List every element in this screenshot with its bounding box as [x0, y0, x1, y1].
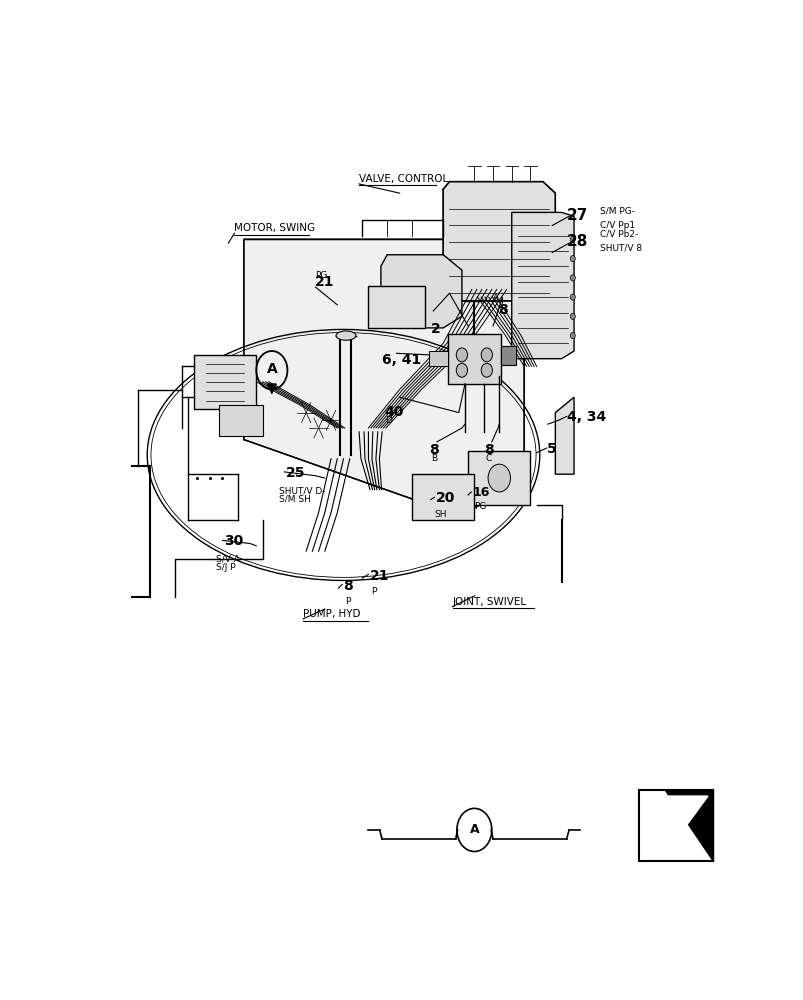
Text: P: P: [344, 597, 349, 606]
FancyBboxPatch shape: [638, 790, 712, 861]
Text: S/J P: S/J P: [216, 563, 236, 572]
Text: 20: 20: [435, 491, 454, 505]
Circle shape: [481, 348, 491, 362]
Polygon shape: [646, 796, 707, 849]
Circle shape: [569, 256, 575, 262]
Text: SH: SH: [434, 510, 446, 519]
Polygon shape: [555, 397, 573, 474]
Text: 27: 27: [566, 208, 587, 223]
Text: PG: PG: [315, 271, 327, 280]
FancyBboxPatch shape: [218, 405, 262, 436]
Polygon shape: [442, 182, 555, 301]
Text: C: C: [485, 454, 491, 463]
Text: 8: 8: [483, 443, 494, 457]
Circle shape: [569, 333, 575, 339]
Text: C/V Pb2-: C/V Pb2-: [600, 230, 638, 239]
Text: 16: 16: [472, 486, 489, 499]
Circle shape: [569, 294, 575, 300]
Text: 25: 25: [286, 466, 305, 480]
Text: S/M PG-: S/M PG-: [600, 206, 634, 215]
Circle shape: [456, 363, 467, 377]
Circle shape: [487, 464, 510, 492]
FancyBboxPatch shape: [429, 351, 447, 366]
Text: 40: 40: [384, 405, 403, 419]
Polygon shape: [243, 239, 524, 517]
Text: D: D: [385, 416, 392, 425]
Text: 8: 8: [343, 579, 353, 593]
FancyBboxPatch shape: [412, 474, 474, 520]
Text: A: A: [492, 293, 499, 302]
Circle shape: [569, 313, 575, 319]
Text: 30: 30: [223, 534, 243, 548]
Circle shape: [569, 275, 575, 281]
Text: A: A: [469, 823, 479, 836]
Text: 5: 5: [546, 442, 556, 456]
Text: 8: 8: [497, 303, 507, 317]
Text: SHUT/V D-: SHUT/V D-: [279, 487, 324, 496]
Circle shape: [456, 348, 467, 362]
Text: 6, 41: 6, 41: [381, 353, 421, 367]
Text: S/M SH: S/M SH: [279, 495, 310, 504]
Text: PG: PG: [474, 502, 486, 511]
Text: 2: 2: [430, 322, 440, 336]
Text: S/V A-: S/V A-: [216, 554, 243, 563]
Text: P: P: [370, 587, 376, 596]
Circle shape: [569, 236, 575, 242]
Text: B: B: [430, 454, 436, 463]
FancyBboxPatch shape: [368, 286, 424, 328]
Text: 28: 28: [566, 234, 587, 249]
FancyBboxPatch shape: [500, 346, 516, 365]
FancyBboxPatch shape: [467, 451, 530, 505]
Polygon shape: [381, 255, 461, 328]
Text: PUMP, HYD: PUMP, HYD: [303, 609, 360, 619]
Text: MOTOR, SWING: MOTOR, SWING: [234, 223, 316, 233]
Text: 4, 34: 4, 34: [566, 410, 605, 424]
Ellipse shape: [336, 331, 356, 340]
FancyBboxPatch shape: [447, 334, 500, 384]
Text: SHUT/V 8: SHUT/V 8: [600, 244, 642, 253]
Text: 21: 21: [315, 275, 334, 289]
Text: A: A: [266, 362, 277, 376]
Text: 21: 21: [369, 569, 389, 583]
Text: 8: 8: [429, 443, 438, 457]
Text: VALVE, CONTROL: VALVE, CONTROL: [359, 174, 448, 184]
Polygon shape: [194, 355, 256, 409]
Text: C/V Pp1: C/V Pp1: [600, 221, 634, 230]
Circle shape: [481, 363, 491, 377]
Text: JOINT, SWIVEL: JOINT, SWIVEL: [452, 597, 526, 607]
Polygon shape: [664, 790, 712, 861]
Polygon shape: [512, 212, 573, 359]
